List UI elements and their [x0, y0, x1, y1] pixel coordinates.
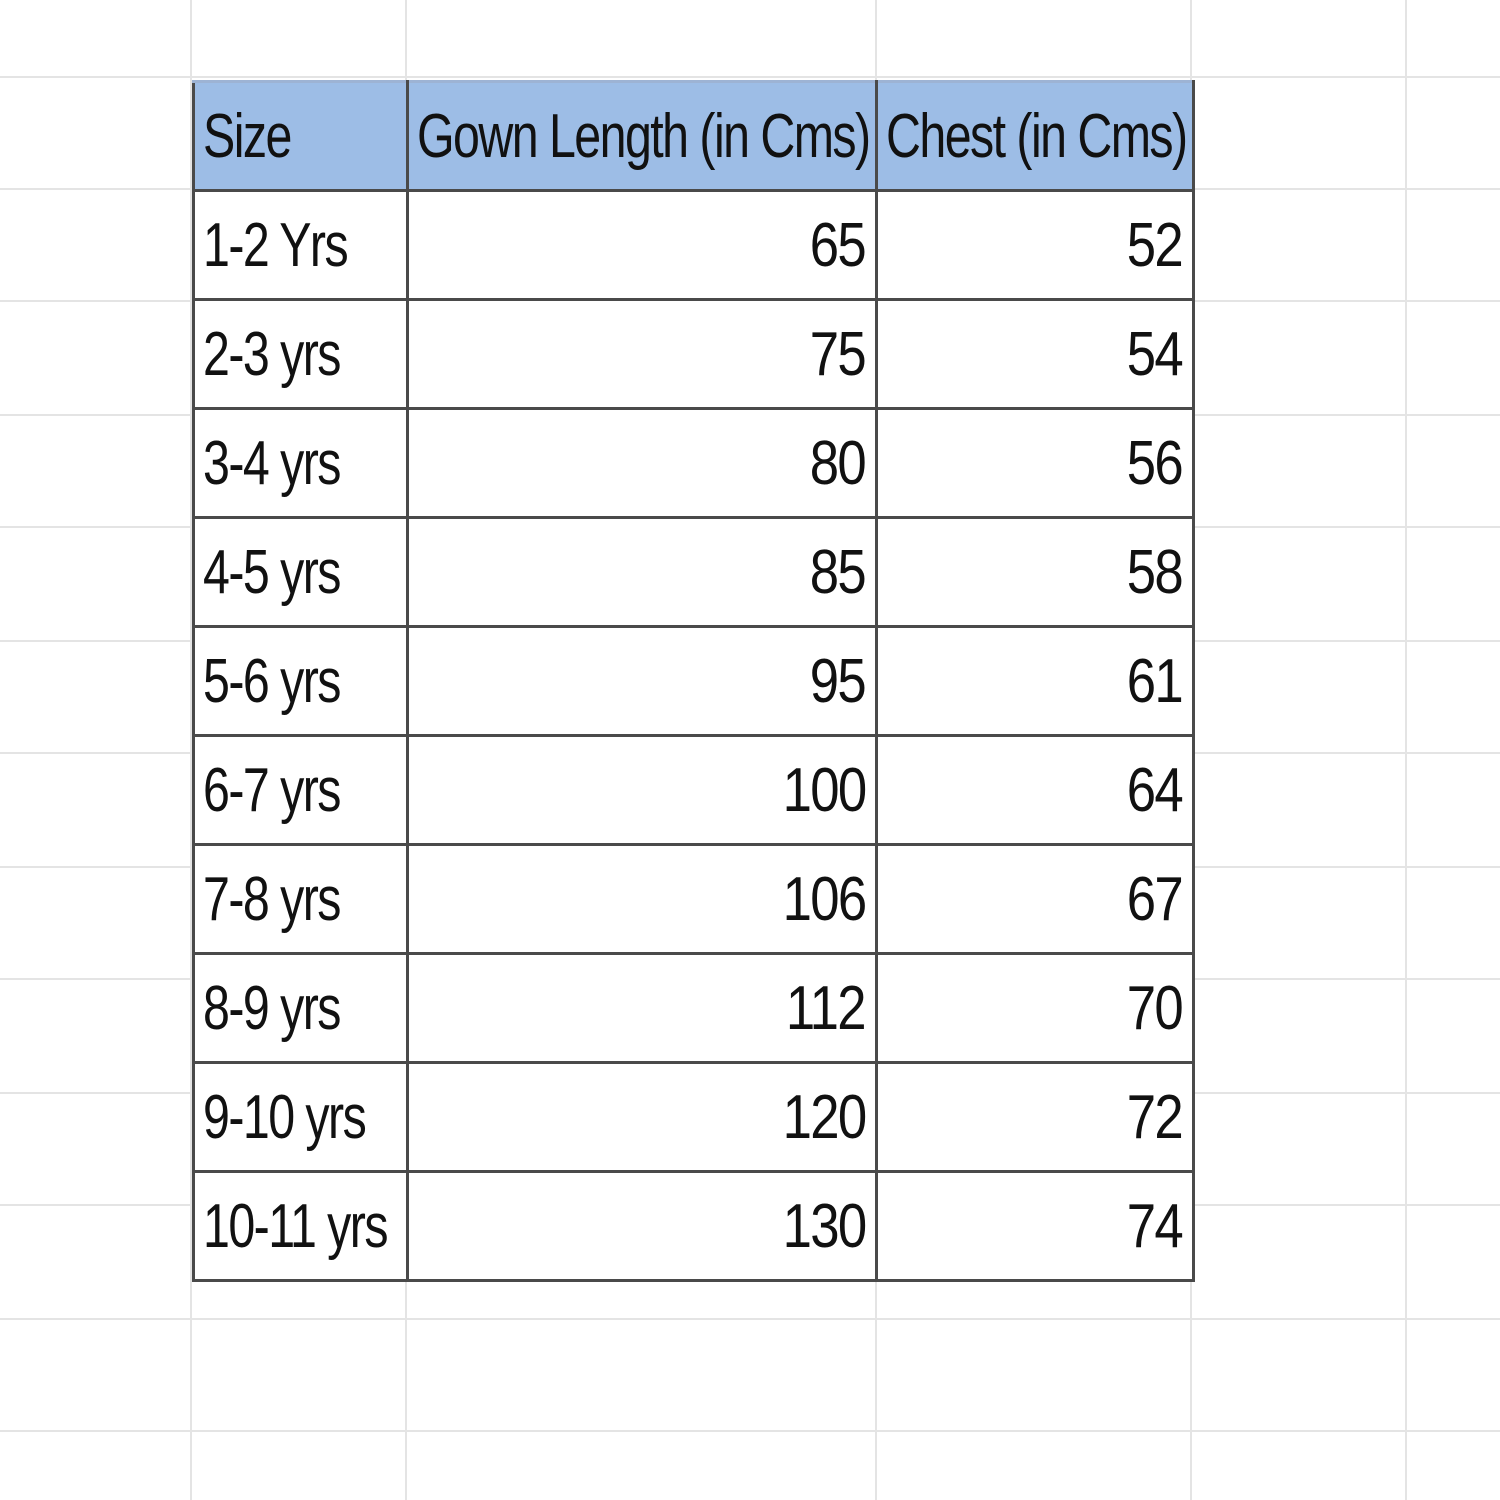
cell-gown-length[interactable]: 95: [406, 625, 878, 737]
cell-gown-length[interactable]: 120: [406, 1061, 878, 1173]
chest-value: 56: [1126, 428, 1184, 498]
table-row: 10-11 yrs 130 74: [192, 1170, 1195, 1282]
cell-chest[interactable]: 72: [875, 1061, 1195, 1173]
size-value: 2-3 yrs: [203, 319, 341, 389]
cell-size[interactable]: 7-8 yrs: [192, 843, 409, 955]
cell-size[interactable]: 3-4 yrs: [192, 407, 409, 519]
chest-value: 74: [1126, 1191, 1184, 1261]
cell-gown-length[interactable]: 65: [406, 189, 878, 301]
cell-gown-length[interactable]: 106: [406, 843, 878, 955]
gown-length-value: 120: [782, 1082, 867, 1152]
table-row: 8-9 yrs 112 70: [192, 952, 1195, 1064]
chest-value: 67: [1126, 864, 1184, 934]
table-row: 9-10 yrs 120 72: [192, 1061, 1195, 1173]
gown-length-value: 100: [782, 755, 867, 825]
table-row: 7-8 yrs 106 67: [192, 843, 1195, 955]
chest-value: 70: [1126, 973, 1184, 1043]
size-value: 3-4 yrs: [203, 428, 341, 498]
chest-value: 64: [1126, 755, 1184, 825]
header-row: Size Gown Length (in Cms) Chest (in Cms): [192, 80, 1195, 192]
size-value: 9-10 yrs: [203, 1082, 367, 1152]
size-value: 7-8 yrs: [203, 864, 341, 934]
header-chest-label: Chest (in Cms): [886, 101, 1188, 171]
gown-length-value: 65: [809, 210, 867, 280]
header-cell-gown-length[interactable]: Gown Length (in Cms): [406, 80, 878, 192]
cell-chest[interactable]: 56: [875, 407, 1195, 519]
gown-length-value: 130: [782, 1191, 867, 1261]
cell-chest[interactable]: 74: [875, 1170, 1195, 1282]
size-value: 8-9 yrs: [203, 973, 341, 1043]
table-row: 1-2 Yrs 65 52: [192, 189, 1195, 301]
size-value: 10-11 yrs: [203, 1191, 389, 1261]
cell-chest[interactable]: 58: [875, 516, 1195, 628]
cell-chest[interactable]: 61: [875, 625, 1195, 737]
chest-value: 58: [1126, 537, 1184, 607]
gown-length-value: 112: [786, 973, 867, 1043]
header-cell-chest[interactable]: Chest (in Cms): [875, 80, 1195, 192]
cell-gown-length[interactable]: 80: [406, 407, 878, 519]
chest-value: 52: [1126, 210, 1184, 280]
size-chart-table: Size Gown Length (in Cms) Chest (in Cms)…: [192, 80, 1195, 1282]
size-value: 1-2 Yrs: [203, 210, 349, 280]
cell-size[interactable]: 5-6 yrs: [192, 625, 409, 737]
cell-gown-length[interactable]: 130: [406, 1170, 878, 1282]
cell-chest[interactable]: 64: [875, 734, 1195, 846]
chest-value: 61: [1126, 646, 1184, 716]
header-cell-size[interactable]: Size: [192, 80, 409, 192]
gown-length-value: 80: [809, 428, 867, 498]
gown-length-value: 95: [809, 646, 867, 716]
cell-size[interactable]: 1-2 Yrs: [192, 189, 409, 301]
cell-size[interactable]: 6-7 yrs: [192, 734, 409, 846]
size-value: 4-5 yrs: [203, 537, 341, 607]
header-size-label: Size: [203, 101, 292, 171]
cell-size[interactable]: 10-11 yrs: [192, 1170, 409, 1282]
gown-length-value: 75: [809, 319, 867, 389]
cell-chest[interactable]: 67: [875, 843, 1195, 955]
cell-chest[interactable]: 54: [875, 298, 1195, 410]
chest-value: 72: [1126, 1082, 1184, 1152]
size-value: 5-6 yrs: [203, 646, 341, 716]
table-row: 2-3 yrs 75 54: [192, 298, 1195, 410]
gown-length-value: 106: [782, 864, 867, 934]
cell-size[interactable]: 4-5 yrs: [192, 516, 409, 628]
table-row: 6-7 yrs 100 64: [192, 734, 1195, 846]
cell-size[interactable]: 9-10 yrs: [192, 1061, 409, 1173]
table-row: 4-5 yrs 85 58: [192, 516, 1195, 628]
chest-value: 54: [1126, 319, 1184, 389]
cell-gown-length[interactable]: 85: [406, 516, 878, 628]
gown-length-value: 85: [809, 537, 867, 607]
cell-size[interactable]: 8-9 yrs: [192, 952, 409, 1064]
cell-size[interactable]: 2-3 yrs: [192, 298, 409, 410]
cell-gown-length[interactable]: 75: [406, 298, 878, 410]
size-value: 6-7 yrs: [203, 755, 341, 825]
table-row: 5-6 yrs 95 61: [192, 625, 1195, 737]
cell-chest[interactable]: 52: [875, 189, 1195, 301]
header-gown-length-label: Gown Length (in Cms): [417, 101, 871, 171]
table-row: 3-4 yrs 80 56: [192, 407, 1195, 519]
cell-gown-length[interactable]: 112: [406, 952, 878, 1064]
cell-gown-length[interactable]: 100: [406, 734, 878, 846]
cell-chest[interactable]: 70: [875, 952, 1195, 1064]
